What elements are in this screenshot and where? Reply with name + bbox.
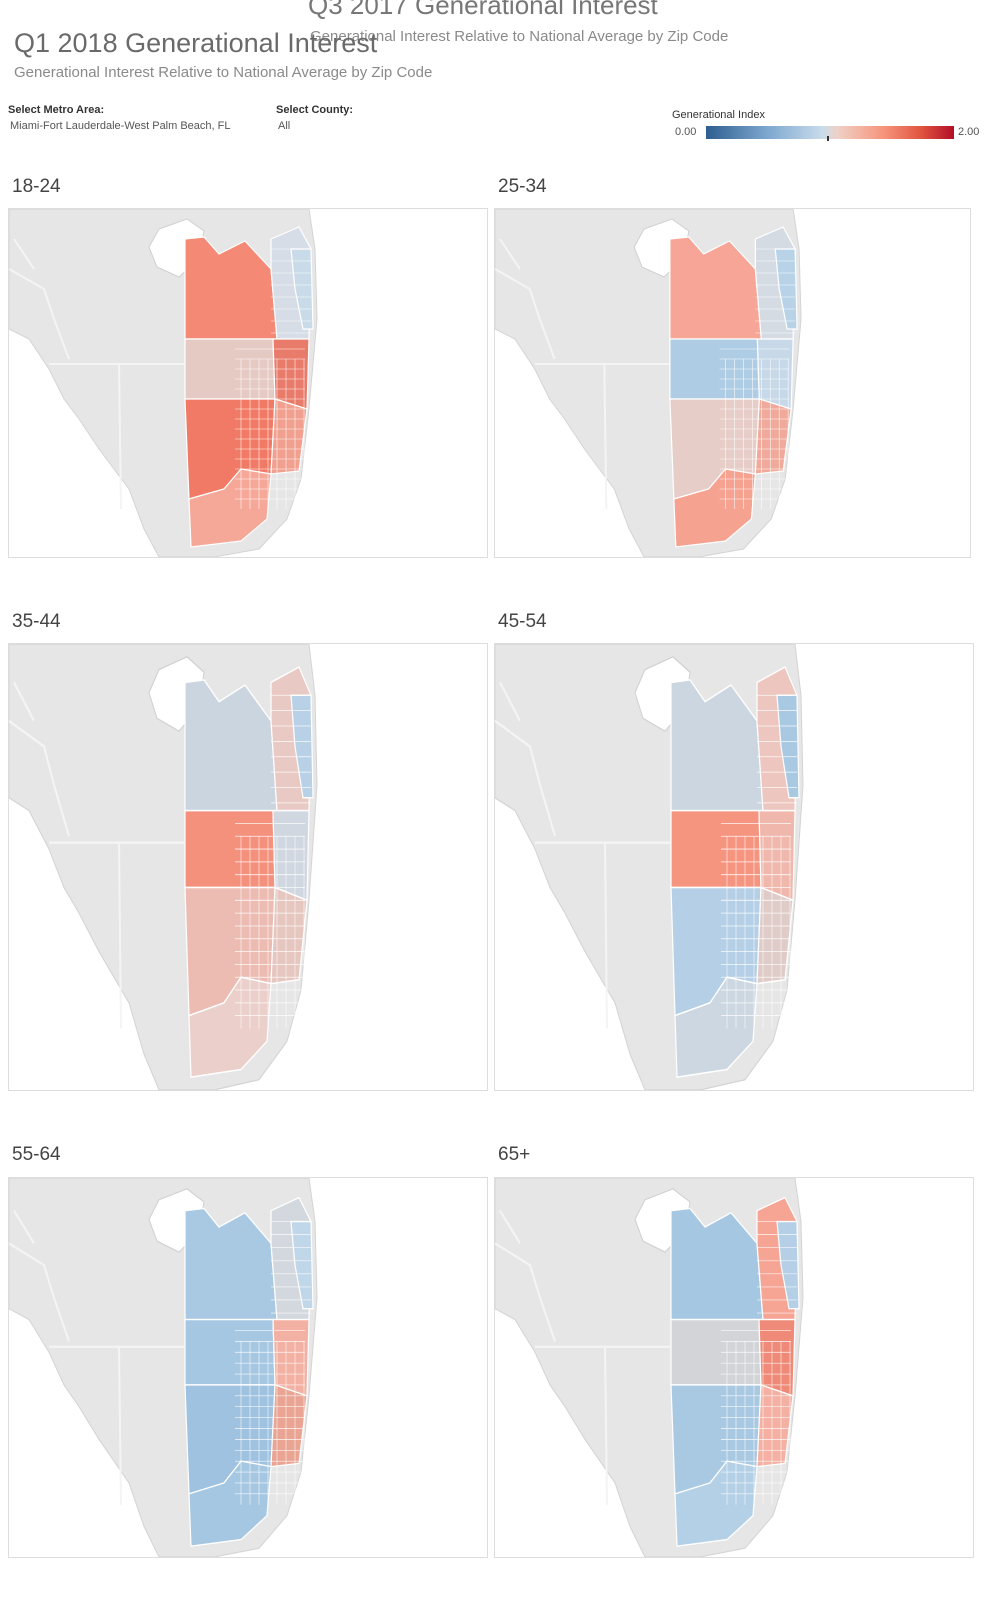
region-broward-coast[interactable] xyxy=(758,809,796,902)
panel-label-55-64: 55-64 xyxy=(12,1144,61,1165)
county-filter-label: Select County: xyxy=(276,104,354,116)
ghost-title: Q3 2017 Generational Interest xyxy=(308,0,658,20)
legend-midpoint-tick xyxy=(827,136,829,141)
florida-zip-map xyxy=(495,644,804,1090)
map-panel-65-plus[interactable] xyxy=(494,1177,974,1558)
legend-max-label: 2.00 xyxy=(958,126,980,138)
legend-title: Generational Index xyxy=(672,109,765,121)
florida-zip-map xyxy=(9,644,318,1090)
zip-boundaries xyxy=(721,1221,797,1505)
ghost-subtitle: Generational Interest Relative to Nation… xyxy=(310,28,729,45)
road-lines xyxy=(9,1210,184,1505)
zip-boundaries xyxy=(235,694,311,1029)
panel-label-65-plus: 65+ xyxy=(498,1144,531,1165)
road-lines xyxy=(495,238,669,510)
metro-area-filter-value[interactable]: Miami-Fort Lauderdale-West Palm Beach, F… xyxy=(10,120,231,132)
legend-gradient-bar xyxy=(706,126,954,139)
region-dade-south[interactable] xyxy=(188,976,272,1079)
map-panel-55-64[interactable] xyxy=(8,1177,488,1558)
region-broward-coast[interactable] xyxy=(272,1318,310,1397)
region-dade-south[interactable] xyxy=(674,1460,758,1547)
road-lines xyxy=(495,1210,670,1505)
region-dade-south[interactable] xyxy=(188,468,272,548)
map-panel-25-34[interactable] xyxy=(494,208,971,558)
legend-min-label: 0.00 xyxy=(675,126,697,138)
panel-label-18-24: 18-24 xyxy=(12,176,61,197)
panel-label-25-34: 25-34 xyxy=(498,176,547,197)
region-dade-south[interactable] xyxy=(673,468,756,548)
zip-boundaries xyxy=(721,694,797,1029)
panel-label-35-44: 35-44 xyxy=(12,611,61,632)
map-panel-35-44[interactable] xyxy=(8,643,488,1091)
region-broward-coast[interactable] xyxy=(756,338,794,410)
florida-zip-map xyxy=(9,1178,318,1557)
panel-label-45-54: 45-54 xyxy=(498,611,547,632)
road-lines xyxy=(9,681,184,1029)
region-dade-south[interactable] xyxy=(674,976,758,1079)
road-lines xyxy=(9,238,184,510)
region-broward-coast[interactable] xyxy=(272,338,310,410)
color-legend: Generational Index 0.00 2.00 xyxy=(660,107,990,143)
florida-zip-map xyxy=(495,209,802,557)
county-filter-value[interactable]: All xyxy=(278,120,291,132)
region-broward-coast[interactable] xyxy=(272,809,310,902)
zip-boundaries xyxy=(719,248,796,509)
road-lines xyxy=(495,681,670,1029)
county-filter[interactable]: Select County: All xyxy=(276,104,353,132)
page-title: Q1 2018 Generational Interest xyxy=(14,28,378,58)
page-subtitle: Generational Interest Relative to Nation… xyxy=(14,64,433,81)
metro-area-filter[interactable]: Select Metro Area: Miami-Fort Lauderdale… xyxy=(8,104,231,132)
metro-area-filter-label: Select Metro Area: xyxy=(8,104,105,116)
florida-zip-map xyxy=(9,209,318,557)
zip-boundaries xyxy=(235,248,311,509)
map-panel-45-54[interactable] xyxy=(494,643,974,1091)
region-dade-south[interactable] xyxy=(188,1460,272,1547)
map-panel-18-24[interactable] xyxy=(8,208,488,558)
zip-boundaries xyxy=(235,1221,311,1505)
region-broward-coast[interactable] xyxy=(758,1318,796,1397)
florida-zip-map xyxy=(495,1178,804,1557)
